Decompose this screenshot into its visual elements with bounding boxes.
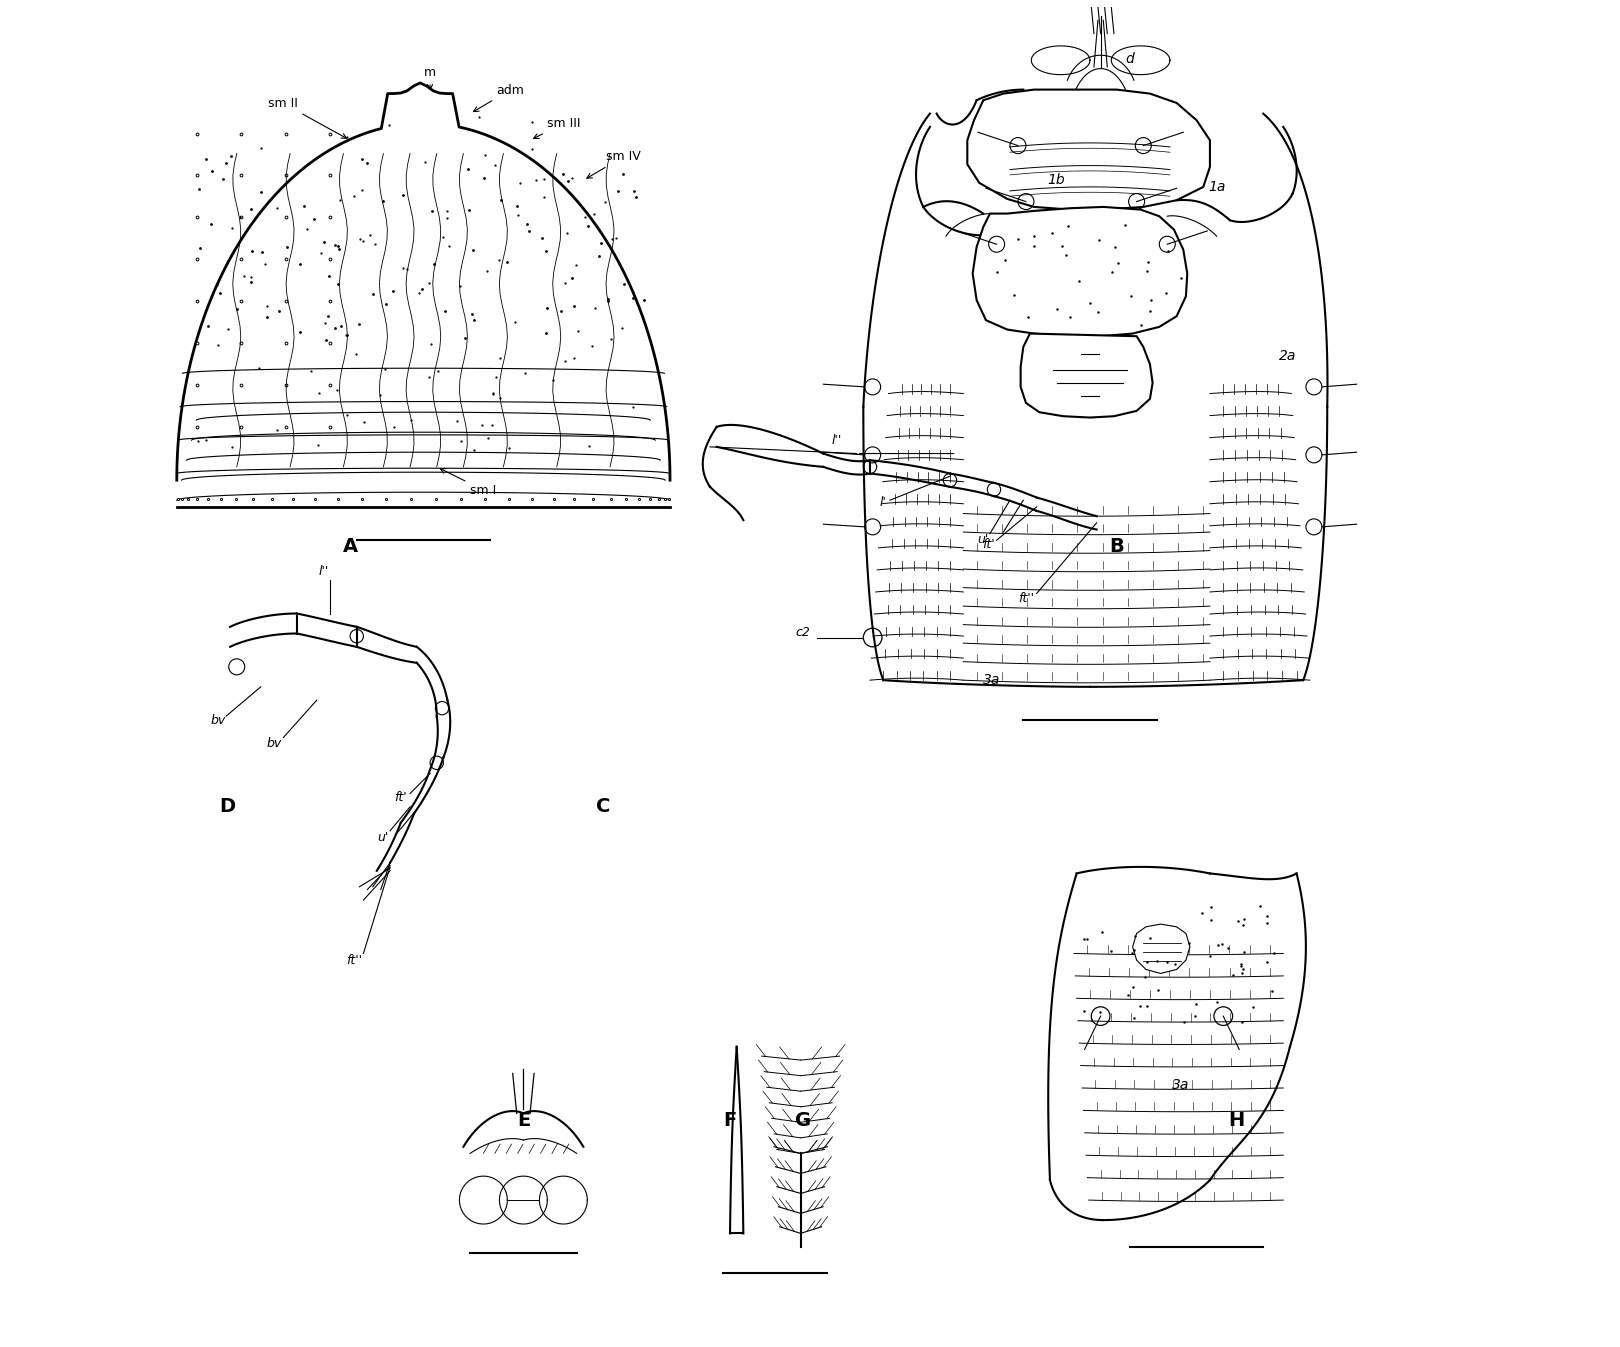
Text: B: B [1110, 537, 1124, 556]
Text: G: G [795, 1110, 812, 1130]
Text: u': u' [978, 533, 988, 546]
Polygon shape [972, 207, 1187, 337]
Polygon shape [967, 90, 1210, 210]
Polygon shape [1132, 924, 1191, 974]
Text: 3a: 3a [983, 674, 1000, 687]
Text: l'': l'' [318, 564, 329, 578]
Text: F: F [724, 1110, 737, 1130]
Text: ft': ft' [394, 792, 407, 804]
Text: 3a: 3a [1171, 1079, 1189, 1092]
Text: bv: bv [266, 737, 282, 750]
Text: sm III: sm III [533, 117, 580, 139]
Text: ft'': ft'' [1017, 591, 1034, 605]
Text: 1a: 1a [1209, 180, 1225, 194]
Text: sm IV: sm IV [586, 151, 642, 178]
Text: c2: c2 [795, 626, 810, 640]
Text: ft'': ft'' [347, 954, 363, 967]
Text: d: d [1126, 53, 1134, 66]
Text: u': u' [377, 831, 389, 845]
Text: sm I: sm I [441, 469, 496, 497]
Text: A: A [342, 537, 358, 556]
Text: E: E [517, 1110, 530, 1130]
Text: l': l' [880, 496, 886, 509]
Text: m: m [424, 66, 436, 89]
Text: ft': ft' [982, 539, 995, 551]
Text: D: D [219, 797, 235, 816]
Text: 2a: 2a [1278, 349, 1296, 364]
Text: H: H [1228, 1110, 1244, 1130]
Text: C: C [596, 797, 611, 816]
Text: bv: bv [211, 714, 225, 727]
Text: 1b: 1b [1048, 174, 1066, 187]
Polygon shape [1021, 334, 1152, 418]
Text: adm: adm [473, 84, 523, 112]
Text: sm II: sm II [269, 97, 347, 139]
Text: l'': l'' [831, 434, 842, 447]
